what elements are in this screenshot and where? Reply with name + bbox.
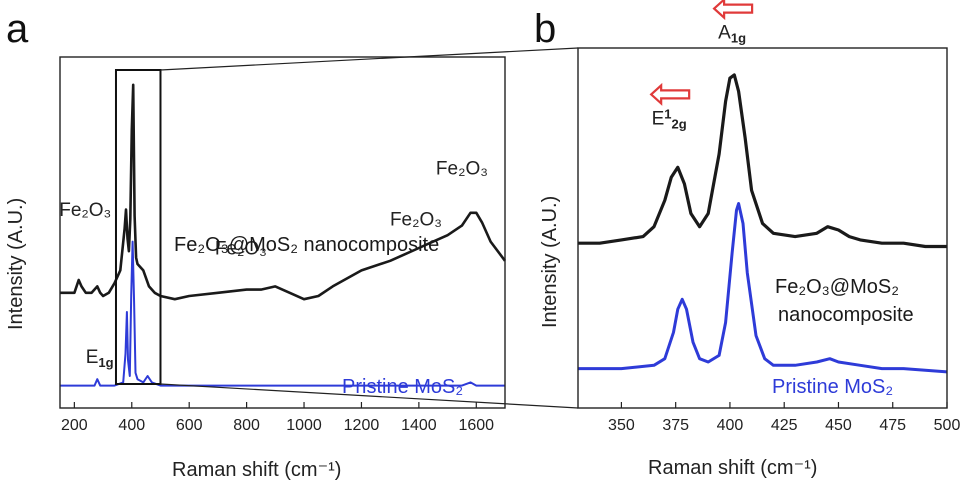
pb-xtick-label-2: 400 bbox=[717, 417, 744, 434]
panel-a-composite-legend: Fe₂O₃@MoS₂ nanocomposite bbox=[174, 234, 439, 256]
pa-xtick-label-6: 1400 bbox=[401, 417, 437, 434]
panel-a-annotation-1: Fe₂O₃ bbox=[215, 238, 267, 259]
shift-arrow-icon bbox=[649, 82, 691, 106]
panel-b-composite-legend-line2: nanocomposite bbox=[778, 304, 914, 326]
zoom-connector-bottom bbox=[160, 383, 579, 409]
shift-arrow-icon bbox=[712, 0, 754, 21]
pb-xtick-label-5: 475 bbox=[879, 417, 906, 434]
panel-b-composite-legend-line1: Fe₂O₃@MoS₂ bbox=[775, 276, 899, 298]
pb-xtick-label-4: 450 bbox=[825, 417, 852, 434]
panel-b: b 350 375 400 425 450 475 500 E12g A1g Fe₂O₃@Mo… bbox=[534, 0, 960, 479]
zoom-connector-top bbox=[160, 47, 579, 71]
panel-b-annotations: E12g A1g bbox=[649, 0, 754, 131]
panel-a-pristine-line bbox=[60, 240, 505, 387]
panel-a-composite-line bbox=[60, 83, 507, 301]
panel-b-composite-line bbox=[578, 73, 947, 249]
pb-xtick-label-1: 375 bbox=[662, 417, 689, 434]
panel-b-peak-label-1: A1g bbox=[718, 23, 746, 46]
panel-b-pristine-legend: Pristine MoS₂ bbox=[772, 376, 893, 398]
pa-xtick-label-1: 400 bbox=[118, 417, 145, 434]
pa-xtick-label-5: 1200 bbox=[344, 417, 380, 434]
panel-a-peak-label: E1g bbox=[86, 347, 114, 370]
pb-xtick-label-6: 500 bbox=[934, 417, 961, 434]
panel-b-label: b bbox=[534, 7, 556, 51]
pb-xtick-label-3: 425 bbox=[771, 417, 798, 434]
pa-xtick-label-0: 200 bbox=[61, 417, 88, 434]
pa-xtick-label-3: 800 bbox=[233, 417, 260, 434]
panel-a-annotation-3: Fe₂O₃ bbox=[436, 158, 488, 179]
panel-a-annotation-2: Fe₂O₃ bbox=[390, 210, 442, 231]
panel-b-ticks: 350 375 400 425 450 475 500 bbox=[608, 402, 960, 434]
pb-xtick-label-0: 350 bbox=[608, 417, 635, 434]
pa-xtick-label-2: 600 bbox=[176, 417, 203, 434]
panel-b-peak-label-0: E12g bbox=[652, 106, 687, 131]
panel-a-ticks: 200 400 600 800 1000 1200 1400 1600 bbox=[61, 402, 494, 434]
panel-a-xlabel: Raman shift (cm⁻¹) bbox=[172, 459, 341, 481]
panel-a: a 200 400 600 800 1000 1200 1400 1600 Fe₂O₃Fe₂O… bbox=[5, 7, 507, 481]
panel-b-frame bbox=[577, 47, 948, 409]
panel-a-pristine-legend: Pristine MoS₂ bbox=[342, 376, 463, 398]
panel-b-xlabel: Raman shift (cm⁻¹) bbox=[648, 457, 817, 479]
pa-xtick-label-4: 1000 bbox=[286, 417, 322, 434]
pa-xtick-label-7: 1600 bbox=[458, 417, 494, 434]
panel-a-annotations: Fe₂O₃ Fe₂O₃ Fe₂O₃ Fe₂O₃ E1g bbox=[59, 158, 488, 370]
panel-a-ylabel: Intensity (A.U.) bbox=[5, 198, 27, 330]
panel-b-pristine-line bbox=[578, 202, 948, 374]
panel-b-ylabel: Intensity (A.U.) bbox=[539, 196, 561, 328]
panel-a-frame bbox=[59, 56, 506, 409]
panel-a-label: a bbox=[6, 7, 29, 51]
panel-a-annotation-0: Fe₂O₃ bbox=[59, 200, 111, 221]
panel-a-zoom-box bbox=[114, 69, 162, 385]
